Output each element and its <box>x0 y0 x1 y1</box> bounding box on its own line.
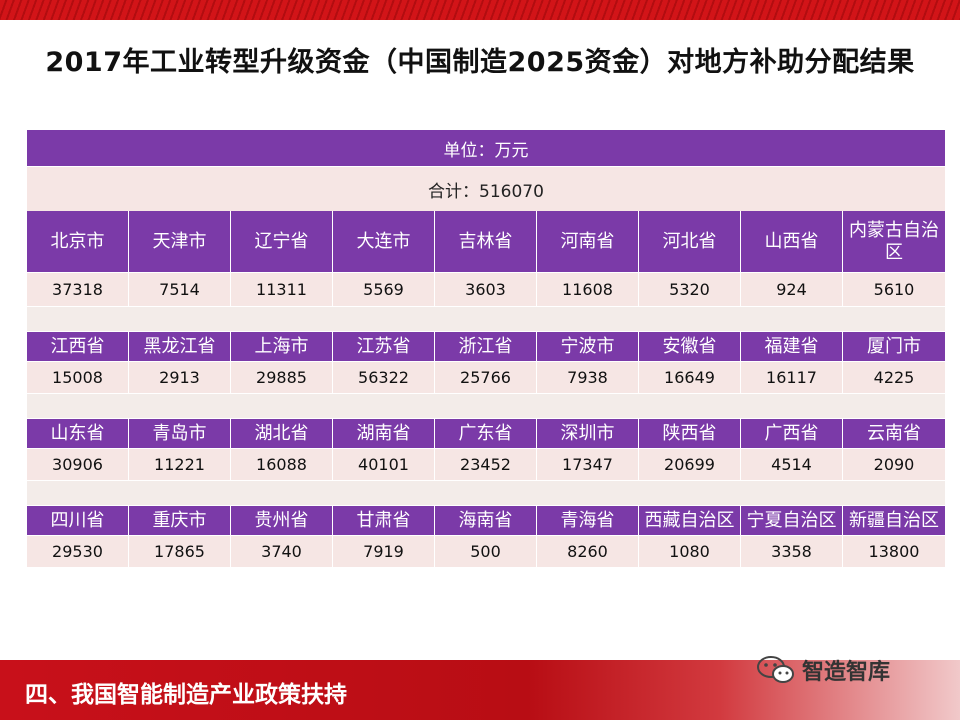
amount-row: 37318 7514 11311 5569 3603 11608 5320 924 5610 <box>27 273 945 307</box>
group-spacer <box>27 481 945 506</box>
region-header-cell: 黑龙江省 <box>129 332 231 362</box>
allocation-table: 单位：万元 合计：516070 北京市 天津市 辽宁省 大连市 吉林省 河南省 河北省 山西省… <box>27 130 945 568</box>
amount-cell: 11311 <box>231 273 333 307</box>
region-header-cell: 河北省 <box>639 211 741 273</box>
amount-cell: 11608 <box>537 273 639 307</box>
region-header-cell: 四川省 <box>27 506 129 536</box>
region-header-row: 四川省 重庆市 贵州省 甘肃省 海南省 青海省 西藏自治区 宁夏自治区 新疆自治区 <box>27 506 945 536</box>
amount-row: 29530 17865 3740 7919 500 8260 1080 3358 13800 <box>27 536 945 568</box>
region-header-cell: 青岛市 <box>129 419 231 449</box>
amount-cell: 15008 <box>27 362 129 394</box>
amount-cell: 5320 <box>639 273 741 307</box>
region-header-cell: 广东省 <box>435 419 537 449</box>
region-header-cell: 深圳市 <box>537 419 639 449</box>
region-header-cell: 天津市 <box>129 211 231 273</box>
region-header-cell: 山东省 <box>27 419 129 449</box>
region-header-cell: 内蒙古自治区 <box>843 211 945 273</box>
amount-cell: 56322 <box>333 362 435 394</box>
region-header-cell: 广西省 <box>741 419 843 449</box>
amount-cell: 23452 <box>435 449 537 481</box>
amount-cell: 30906 <box>27 449 129 481</box>
amount-cell: 500 <box>435 536 537 568</box>
region-header-cell: 福建省 <box>741 332 843 362</box>
amount-cell: 29885 <box>231 362 333 394</box>
amount-cell: 8260 <box>537 536 639 568</box>
amount-cell: 5569 <box>333 273 435 307</box>
table-body: 北京市 天津市 辽宁省 大连市 吉林省 河南省 河北省 山西省 内蒙古自治区 37318 7514 1… <box>27 211 945 568</box>
region-header-cell: 宁波市 <box>537 332 639 362</box>
brand-name: 智造智库 <box>802 660 891 685</box>
region-header-cell: 湖北省 <box>231 419 333 449</box>
amount-cell: 3740 <box>231 536 333 568</box>
region-header-cell: 云南省 <box>843 419 945 449</box>
region-header-row: 北京市 天津市 辽宁省 大连市 吉林省 河南省 河北省 山西省 内蒙古自治区 <box>27 211 945 273</box>
region-header-cell: 贵州省 <box>231 506 333 536</box>
amount-cell: 7938 <box>537 362 639 394</box>
region-header-cell: 甘肃省 <box>333 506 435 536</box>
amount-cell: 13800 <box>843 536 945 568</box>
region-header-cell: 新疆自治区 <box>843 506 945 536</box>
region-header-cell: 河南省 <box>537 211 639 273</box>
region-header-cell: 青海省 <box>537 506 639 536</box>
amount-cell: 20699 <box>639 449 741 481</box>
amount-cell: 5610 <box>843 273 945 307</box>
region-header-cell: 辽宁省 <box>231 211 333 273</box>
top-decorative-bar <box>0 0 960 20</box>
amount-cell: 924 <box>741 273 843 307</box>
region-header-cell: 上海市 <box>231 332 333 362</box>
amount-cell: 29530 <box>27 536 129 568</box>
amount-cell: 25766 <box>435 362 537 394</box>
amount-cell: 17347 <box>537 449 639 481</box>
region-header-cell: 大连市 <box>333 211 435 273</box>
region-header-cell: 湖南省 <box>333 419 435 449</box>
brand-logo: 智造智库 <box>756 652 890 688</box>
amount-cell: 17865 <box>129 536 231 568</box>
group-spacer <box>27 307 945 332</box>
wechat-icon <box>757 656 794 683</box>
section-title: 四、我国智能制造产业政策扶持 <box>25 682 347 708</box>
amount-cell: 3358 <box>741 536 843 568</box>
region-header-row: 江西省 黑龙江省 上海市 江苏省 浙江省 宁波市 安徽省 福建省 厦门市 <box>27 332 945 362</box>
amount-cell: 3603 <box>435 273 537 307</box>
amount-cell: 11221 <box>129 449 231 481</box>
amount-cell: 4514 <box>741 449 843 481</box>
region-header-cell: 北京市 <box>27 211 129 273</box>
region-header-cell: 吉林省 <box>435 211 537 273</box>
region-header-cell: 海南省 <box>435 506 537 536</box>
amount-cell: 4225 <box>843 362 945 394</box>
total-label: 合计：516070 <box>27 167 945 211</box>
amount-row: 15008 2913 29885 56322 25766 7938 16649 16117 42… <box>27 362 945 394</box>
amount-cell: 7514 <box>129 273 231 307</box>
region-header-cell: 陕西省 <box>639 419 741 449</box>
amount-cell: 16117 <box>741 362 843 394</box>
amount-cell: 2090 <box>843 449 945 481</box>
region-header-cell: 山西省 <box>741 211 843 273</box>
region-header-cell: 安徽省 <box>639 332 741 362</box>
bottom-banner <box>0 660 960 720</box>
amount-cell: 1080 <box>639 536 741 568</box>
region-header-cell: 江西省 <box>27 332 129 362</box>
region-header-cell: 江苏省 <box>333 332 435 362</box>
unit-label: 单位：万元 <box>27 130 945 167</box>
group-spacer <box>27 394 945 419</box>
amount-cell: 40101 <box>333 449 435 481</box>
region-header-cell: 浙江省 <box>435 332 537 362</box>
amount-row: 30906 11221 16088 40101 23452 17347 20699 4514 2… <box>27 449 945 481</box>
amount-cell: 2913 <box>129 362 231 394</box>
region-header-row: 山东省 青岛市 湖北省 湖南省 广东省 深圳市 陕西省 广西省 云南省 <box>27 419 945 449</box>
region-header-cell: 宁夏自治区 <box>741 506 843 536</box>
region-header-cell: 重庆市 <box>129 506 231 536</box>
amount-cell: 7919 <box>333 536 435 568</box>
amount-cell: 16649 <box>639 362 741 394</box>
amount-cell: 37318 <box>27 273 129 307</box>
amount-cell: 16088 <box>231 449 333 481</box>
region-header-cell: 厦门市 <box>843 332 945 362</box>
page-title: 2017年工业转型升级资金（中国制造2025资金）对地方补助分配结果 <box>45 47 915 78</box>
region-header-cell: 西藏自治区 <box>639 506 741 536</box>
